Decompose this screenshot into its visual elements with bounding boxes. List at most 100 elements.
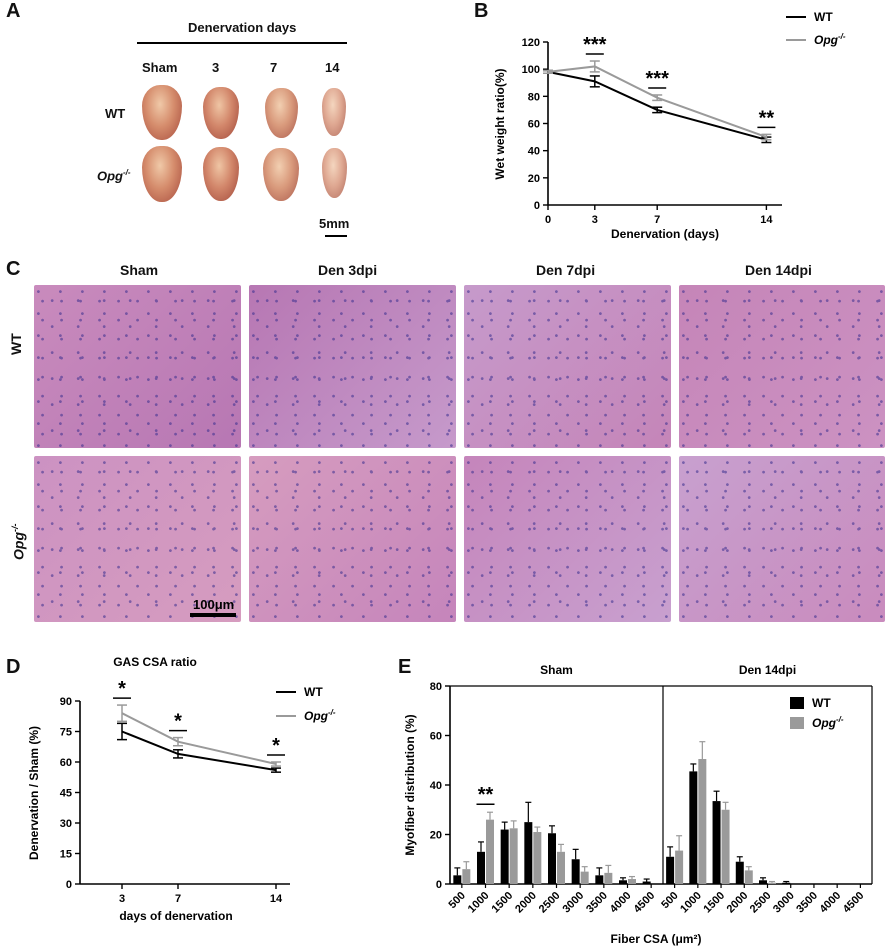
bar-sham-wt xyxy=(548,833,556,884)
x-tick-label: 3000 xyxy=(771,890,797,916)
panel-label-b: B xyxy=(474,0,489,22)
histology-opg-7dpi xyxy=(464,456,671,622)
x-tick-label: 4500 xyxy=(631,890,657,916)
bar-sham-wt xyxy=(571,859,580,884)
panel-a-title-rule xyxy=(137,42,347,44)
panel-a-row-opg-text: Opg xyxy=(97,168,123,184)
x-axis-label: Fiber CSA (μm²) xyxy=(611,932,702,946)
x-tick-label: 1500 xyxy=(489,890,515,916)
series-line-wt xyxy=(547,70,767,141)
muscle-opg-7 xyxy=(263,148,299,201)
x-tick-label: 2000 xyxy=(725,890,751,916)
muscle-wt-14 xyxy=(322,88,346,136)
x-axis-label: Denervation (days) xyxy=(611,227,719,241)
bar-den-14dpi-opg xyxy=(744,870,753,884)
bar-den-14dpi-wt xyxy=(782,882,791,884)
panel-a-scale-label: 5mm xyxy=(319,216,350,231)
muscle-wt-7 xyxy=(265,88,298,138)
legend-swatch-wt xyxy=(790,697,804,709)
bar-sham-wt xyxy=(619,880,627,884)
x-tick-label: 3 xyxy=(592,214,598,226)
histology-wt-3dpi-nuclei xyxy=(249,285,456,448)
histology-opg-7dpi-nuclei xyxy=(464,456,671,622)
significance-marker: *** xyxy=(646,68,670,90)
y-tick-label: 80 xyxy=(528,91,540,103)
x-tick-label: 7 xyxy=(175,893,181,905)
significance-marker: * xyxy=(118,678,126,700)
panel-c-row-opg: Opg-/- xyxy=(10,524,27,561)
bar-den-14dpi-wt xyxy=(712,801,721,884)
y-tick-label: 40 xyxy=(528,146,540,158)
panel-a-scale-bar xyxy=(325,235,347,237)
bar-sham-opg xyxy=(628,879,636,884)
bar-den-14dpi-wt xyxy=(666,856,675,884)
group-title-sham: Sham xyxy=(540,663,573,677)
y-axis-label: Denervation / Sham (%) xyxy=(27,726,41,860)
x-tick-label: 500 xyxy=(659,890,680,911)
series-line-opg xyxy=(547,65,767,139)
panel-c-col-sham: Sham xyxy=(120,262,159,278)
bar-sham-wt xyxy=(453,875,462,884)
y-tick-label: 0 xyxy=(66,879,72,891)
y-tick-label: 30 xyxy=(60,818,72,830)
legend-label-opg: Opg-/- xyxy=(304,708,336,723)
muscle-wt-sham xyxy=(142,85,182,140)
histology-opg-14dpi xyxy=(679,456,885,622)
bar-den-14dpi-opg xyxy=(698,759,707,884)
x-tick-label: 1000 xyxy=(678,890,704,916)
panel-a-col-14: 14 xyxy=(325,60,340,75)
histology-wt-7dpi-nuclei xyxy=(464,285,671,448)
histology-wt-14dpi-nuclei xyxy=(679,285,885,448)
legend-label-wt: WT xyxy=(814,10,833,24)
y-tick-label: 40 xyxy=(430,780,442,792)
histology-opg-14dpi-nuclei xyxy=(679,456,885,622)
legend-label-wt: WT xyxy=(304,685,323,699)
x-tick-label: 4000 xyxy=(608,890,634,916)
x-tick-label: 4000 xyxy=(817,890,843,916)
bar-sham-opg xyxy=(462,869,471,884)
significance-marker: ** xyxy=(759,107,775,129)
bar-sham-wt xyxy=(477,851,485,884)
panel-a-row-wt: WT xyxy=(105,106,126,121)
histology-wt-sham xyxy=(34,285,241,448)
x-tick-label: 3500 xyxy=(584,890,610,916)
y-tick-label: 0 xyxy=(534,200,540,212)
histology-wt-3dpi xyxy=(249,285,456,448)
panel-c-scale-bar xyxy=(190,613,236,617)
panel-a-title: Denervation days xyxy=(188,20,297,35)
panel-label-e: E xyxy=(398,656,412,678)
histology-wt-14dpi xyxy=(679,285,885,448)
y-tick-label: 20 xyxy=(528,173,540,185)
x-tick-label: 3500 xyxy=(794,890,820,916)
bar-sham-opg xyxy=(557,851,565,884)
panel-label-c: C xyxy=(6,258,21,280)
x-tick-label: 4500 xyxy=(841,890,867,916)
histology-opg-3dpi-nuclei xyxy=(249,456,456,622)
bar-sham-wt xyxy=(500,829,509,884)
legend-label-wt: WT xyxy=(812,696,831,710)
bar-sham-opg xyxy=(533,832,542,884)
y-tick-label: 45 xyxy=(60,788,72,800)
bar-den-14dpi-wt xyxy=(759,880,767,884)
bar-sham-opg xyxy=(509,828,518,884)
x-axis-label: days of denervation xyxy=(119,909,232,923)
x-tick-label: 3 xyxy=(119,893,125,905)
panel-c-row-wt: WT xyxy=(8,333,24,355)
y-tick-label: 120 xyxy=(522,37,540,49)
x-tick-label: 14 xyxy=(270,893,283,905)
panel-label-a: A xyxy=(6,0,21,22)
bar-den-14dpi-wt xyxy=(689,771,698,884)
y-tick-label: 60 xyxy=(430,731,442,743)
bar-sham-opg xyxy=(486,819,494,884)
fiber-distribution-chart: Sham Den 14dpi 0 20 40 60 80 Myofiber distribut… xyxy=(403,663,873,946)
x-tick-label: 1500 xyxy=(701,890,727,916)
bar-den-14dpi-wt xyxy=(735,861,744,884)
bar-sham-opg xyxy=(604,872,613,884)
legend-label-opg: Opg-/- xyxy=(812,715,844,730)
panel-a-row-opg: Opg-/- xyxy=(97,168,131,183)
y-axis-label: Myofiber distribution (%) xyxy=(403,714,417,855)
y-tick-label: 60 xyxy=(60,757,72,769)
group-title-den14: Den 14dpi xyxy=(739,663,796,677)
y-tick-label: 90 xyxy=(60,696,72,708)
y-tick-label: 20 xyxy=(430,830,442,842)
